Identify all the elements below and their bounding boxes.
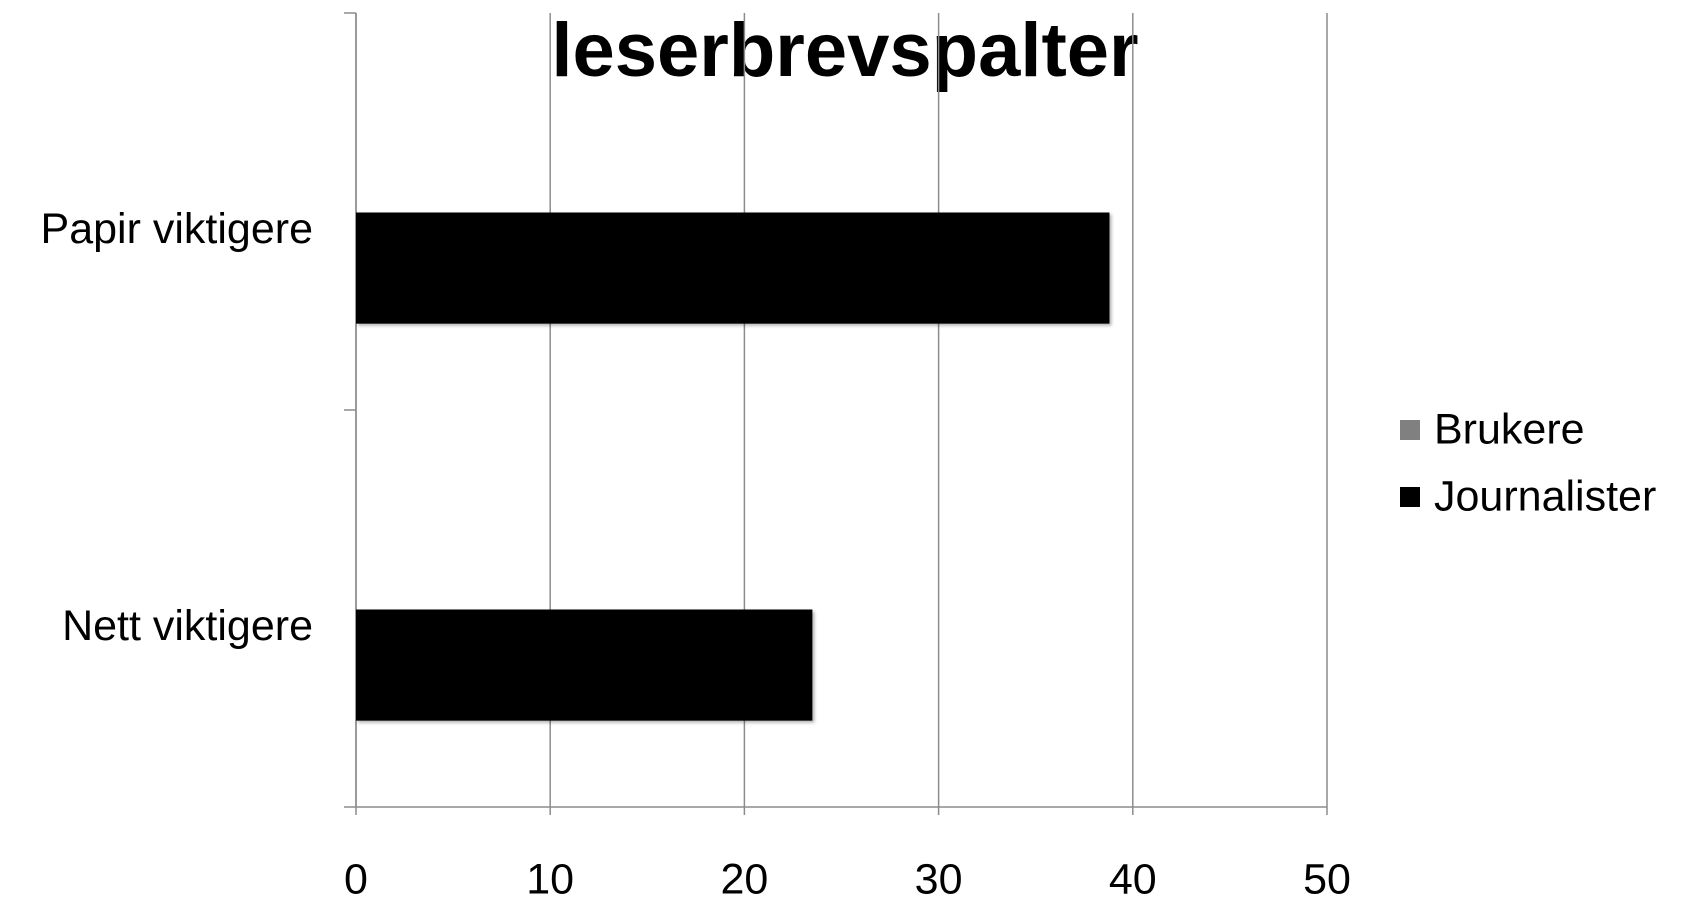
y-tick-label: Papir viktigere [41, 205, 313, 253]
x-tick-label: 20 [720, 855, 768, 900]
chart-title: leserbrevspalter [551, 8, 1138, 93]
legend-label: Journalister [1434, 472, 1656, 520]
x-tick-label: 50 [1303, 855, 1351, 900]
legend-swatch [1400, 420, 1420, 440]
bar [356, 609, 813, 721]
x-tick-label: 30 [915, 855, 963, 900]
bar [356, 212, 1110, 324]
legend-label: Brukere [1434, 405, 1585, 453]
y-tick-label: Nett viktigere [62, 602, 313, 650]
x-tick-label: 40 [1109, 855, 1157, 900]
x-tick-label: 10 [526, 855, 574, 900]
legend-swatch [1400, 487, 1420, 507]
x-tick-label: 0 [344, 855, 368, 900]
